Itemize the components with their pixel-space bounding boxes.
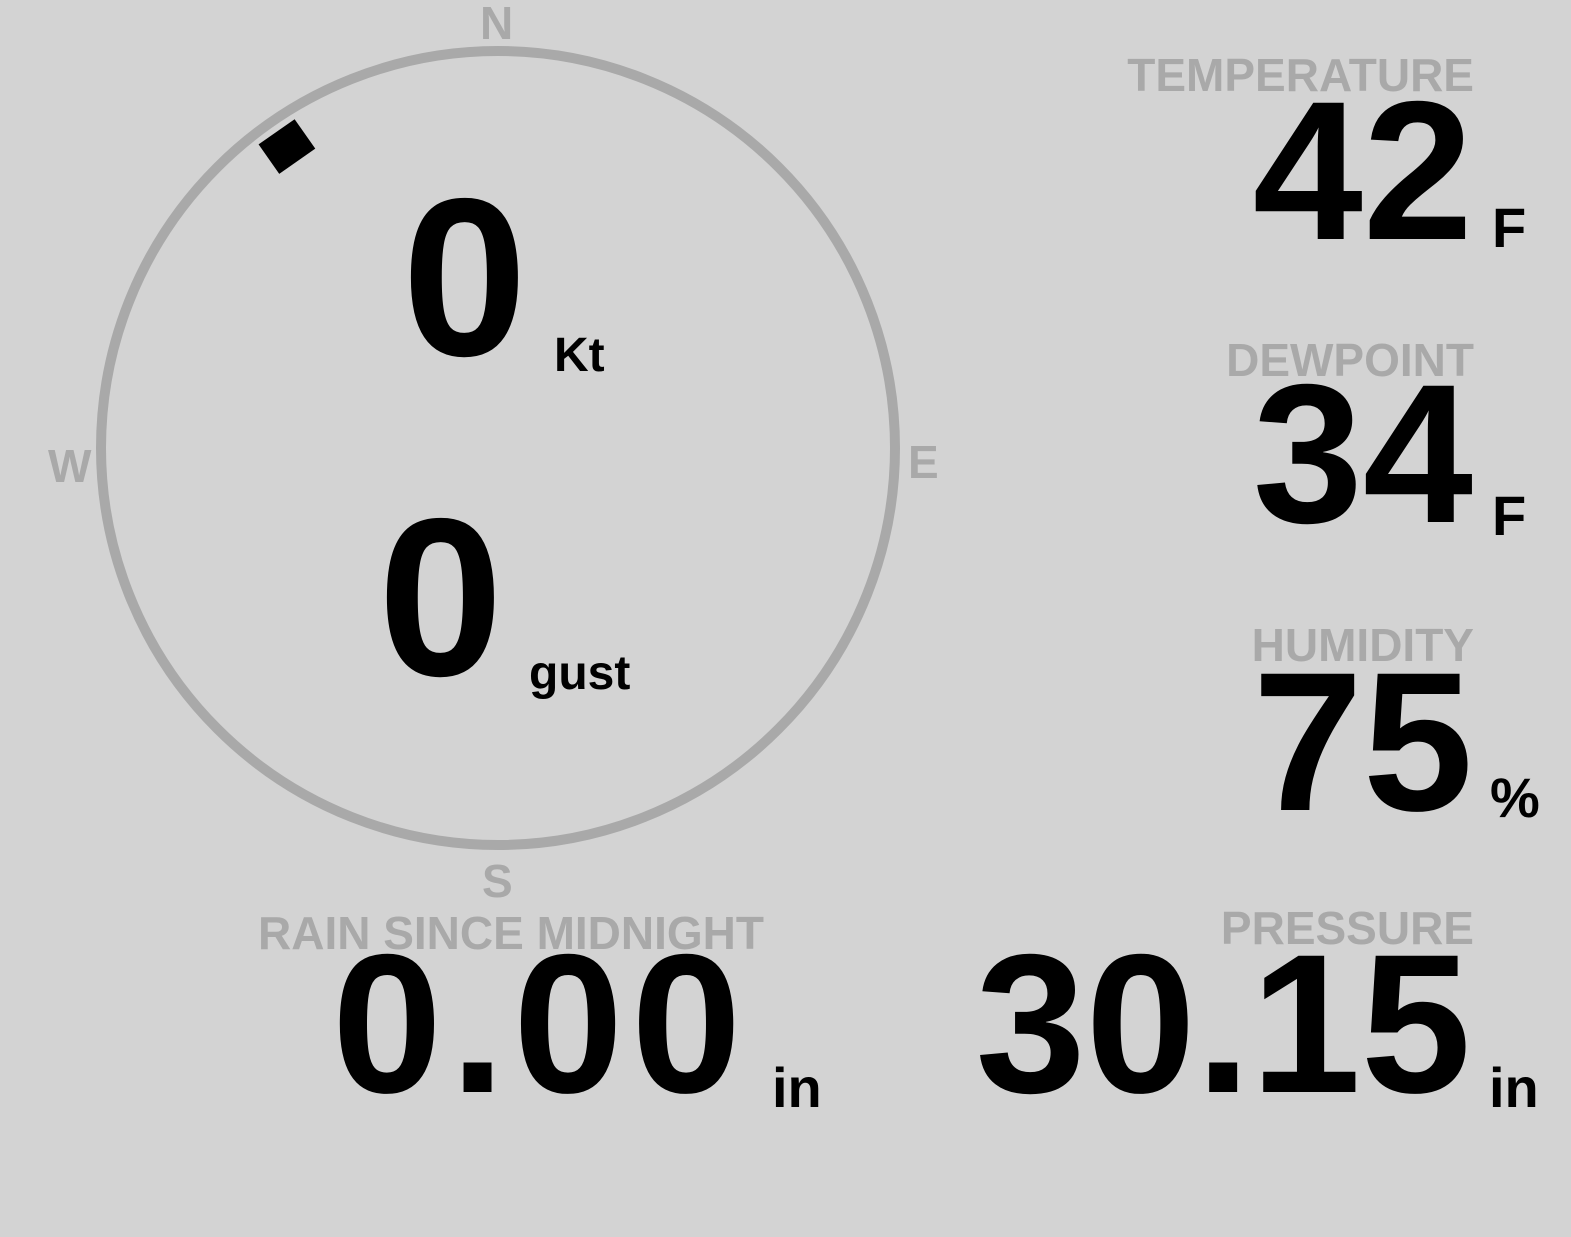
rain-value: 0.00 bbox=[332, 913, 750, 1134]
humidity-label: HUMIDITY bbox=[1251, 619, 1474, 671]
wind-speed-unit: Kt bbox=[554, 329, 605, 382]
compass-east: E bbox=[908, 436, 939, 488]
pressure-unit: in bbox=[1489, 1056, 1539, 1119]
compass-north: N bbox=[480, 0, 514, 49]
humidity-unit: % bbox=[1490, 766, 1540, 829]
compass-south: S bbox=[482, 855, 513, 907]
temperature-value: 42 bbox=[1252, 60, 1473, 281]
wind-gust-unit: gust bbox=[529, 647, 631, 700]
dewpoint-value: 34 bbox=[1252, 343, 1473, 564]
dewpoint-unit: F bbox=[1492, 484, 1527, 547]
pressure-label: PRESSURE bbox=[1220, 902, 1474, 954]
compass-ring bbox=[96, 46, 900, 850]
rain-unit: in bbox=[772, 1056, 822, 1119]
dewpoint-label: DEWPOINT bbox=[1226, 334, 1474, 386]
rain-label: RAIN SINCE MIDNIGHT bbox=[258, 907, 764, 959]
wind-speed-value: 0 bbox=[402, 151, 528, 403]
temperature-unit: F bbox=[1492, 196, 1527, 259]
wind-direction-marker bbox=[258, 119, 316, 174]
humidity-value: 75 bbox=[1252, 631, 1473, 852]
pressure-value: 30.15 bbox=[975, 913, 1471, 1134]
temperature-label: TEMPERATURE bbox=[1127, 49, 1474, 101]
wind-gust-value: 0 bbox=[378, 471, 504, 723]
compass-west: W bbox=[48, 440, 92, 492]
